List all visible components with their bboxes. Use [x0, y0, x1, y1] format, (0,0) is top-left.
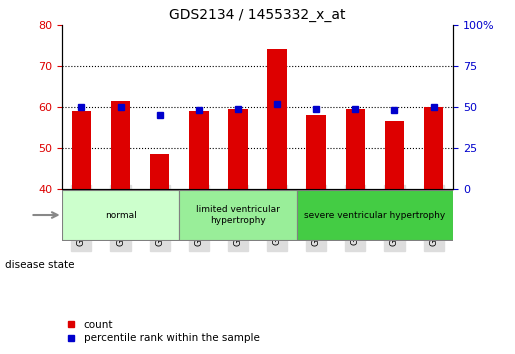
Bar [189, 111, 209, 189]
FancyBboxPatch shape [179, 190, 297, 240]
Text: limited ventricular
hypertrophy: limited ventricular hypertrophy [196, 205, 280, 225]
Text: normal: normal [105, 211, 136, 219]
Bar [111, 101, 130, 189]
Bar [306, 115, 326, 189]
Title: GDS2134 / 1455332_x_at: GDS2134 / 1455332_x_at [169, 8, 346, 22]
Bar [228, 109, 248, 189]
Bar [150, 154, 169, 189]
Legend: count, percentile rank within the sample: count, percentile rank within the sample [67, 320, 260, 343]
Bar [72, 111, 91, 189]
Bar [385, 121, 404, 189]
FancyBboxPatch shape [297, 190, 453, 240]
Text: disease state: disease state [5, 261, 75, 270]
FancyBboxPatch shape [62, 189, 453, 241]
Bar [267, 50, 287, 189]
Bar [424, 107, 443, 189]
Text: severe ventricular hypertrophy: severe ventricular hypertrophy [304, 211, 445, 219]
Bar [346, 109, 365, 189]
FancyBboxPatch shape [62, 190, 179, 240]
